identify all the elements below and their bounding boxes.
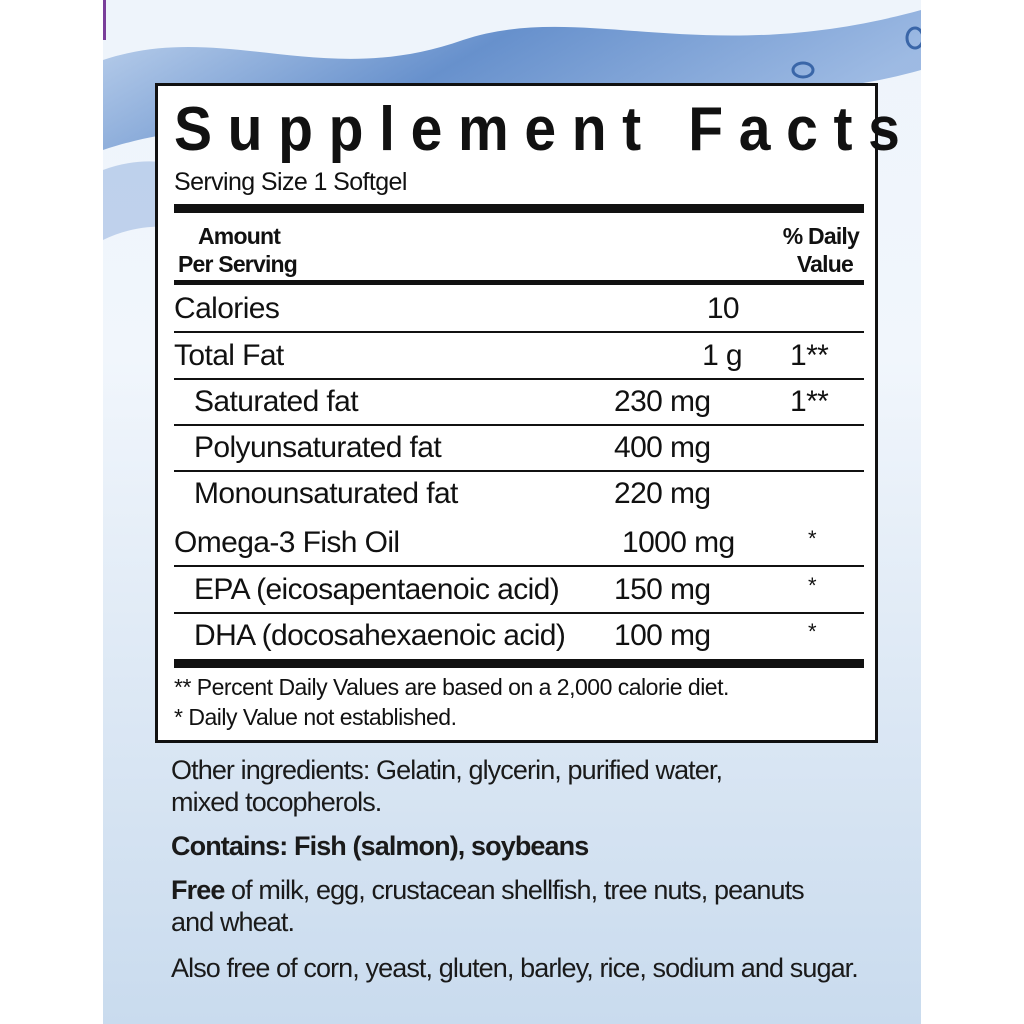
nutrient-amount: 150 mg	[614, 573, 711, 606]
header-amount: Amount Per Serving	[178, 222, 298, 278]
nutrient-name: Saturated fat	[194, 385, 359, 418]
nutrient-row: Calories 10	[174, 286, 864, 330]
free-bold: Free	[171, 875, 225, 905]
nutrient-amount: 1 g	[702, 339, 743, 372]
nutrient-row: Omega-3 Fish Oil 1000 mg *	[174, 520, 864, 564]
nutrient-name: Polyunsaturated fat	[194, 431, 442, 464]
nutrient-amount: 230 mg	[614, 385, 711, 418]
nutrient-row: DHA (docosahexaenoic acid) 100 mg *	[174, 613, 864, 657]
divider-thin	[174, 378, 864, 380]
panel-title: Supplement Facts	[174, 95, 916, 164]
divider-thin	[174, 424, 864, 426]
nutrient-daily-value: 1**	[790, 339, 829, 372]
nutrient-amount: 10	[706, 292, 740, 325]
footnote-dv-not-established: * Daily Value not established.	[174, 704, 457, 730]
header-dv-line2: Value	[796, 251, 854, 277]
nutrient-row: Saturated fat 230 mg 1**	[174, 379, 864, 423]
nutrient-amount: 1000 mg	[622, 526, 735, 559]
nutrient-name: DHA (docosahexaenoic acid)	[194, 619, 566, 652]
divider-medium	[174, 280, 864, 285]
nutrient-amount: 220 mg	[614, 477, 711, 510]
nutrient-name: Calories	[174, 292, 280, 325]
nutrient-amount: 400 mg	[614, 431, 711, 464]
divider-thick	[174, 204, 864, 213]
divider-thin	[174, 470, 864, 472]
accent-edge	[103, 0, 106, 40]
nutrient-name: Omega-3 Fish Oil	[174, 526, 400, 559]
other-ingredients-line1: Other ingredients: Gelatin, glycerin, pu…	[171, 755, 723, 785]
supplement-facts-panel: Supplement Facts Serving Size 1 Softgel …	[155, 83, 900, 743]
free-of-line1: of milk, egg, crustacean shellfish, tree…	[224, 875, 805, 905]
free-of-line2: and wheat.	[171, 907, 295, 937]
header-dv-line1: % Daily	[782, 223, 860, 249]
other-ingredients: Other ingredients: Gelatin, glycerin, pu…	[171, 754, 723, 818]
free-of-statement: Free of milk, egg, crustacean shellfish,…	[171, 874, 805, 938]
nutrient-name: Monounsaturated fat	[194, 477, 458, 510]
divider-thin	[174, 331, 864, 333]
other-ingredients-line2: mixed tocopherols.	[171, 787, 382, 817]
nutrient-name: Total Fat	[174, 339, 284, 372]
nutrient-daily-value: 1**	[790, 385, 829, 418]
header-daily-value: % Daily Value	[782, 222, 860, 278]
nutrient-row: Total Fat 1 g 1**	[174, 333, 864, 377]
divider-thin	[174, 565, 864, 567]
header-amount-line1: Amount	[198, 223, 281, 249]
nutrient-amount: 100 mg	[614, 619, 711, 652]
nutrient-daily-value: *	[808, 573, 817, 598]
nutrient-row: Polyunsaturated fat 400 mg	[174, 425, 864, 469]
serving-size: Serving Size 1 Softgel	[174, 168, 407, 196]
divider-thin	[174, 612, 864, 614]
nutrient-row: EPA (eicosapentaenoic acid) 150 mg *	[174, 567, 864, 611]
nutrient-daily-value: *	[808, 619, 817, 644]
nutrient-name: EPA (eicosapentaenoic acid)	[194, 573, 560, 606]
allergen-contains: Contains: Fish (salmon), soybeans	[171, 831, 589, 861]
footnote-percent-dv: ** Percent Daily Values are based on a 2…	[174, 674, 729, 700]
divider-thick	[174, 659, 864, 668]
header-amount-line2: Per Serving	[178, 251, 298, 277]
nutrient-daily-value: *	[808, 526, 817, 551]
also-free-of-statement: Also free of corn, yeast, gluten, barley…	[171, 953, 859, 983]
nutrient-row: Monounsaturated fat 220 mg	[174, 471, 864, 515]
